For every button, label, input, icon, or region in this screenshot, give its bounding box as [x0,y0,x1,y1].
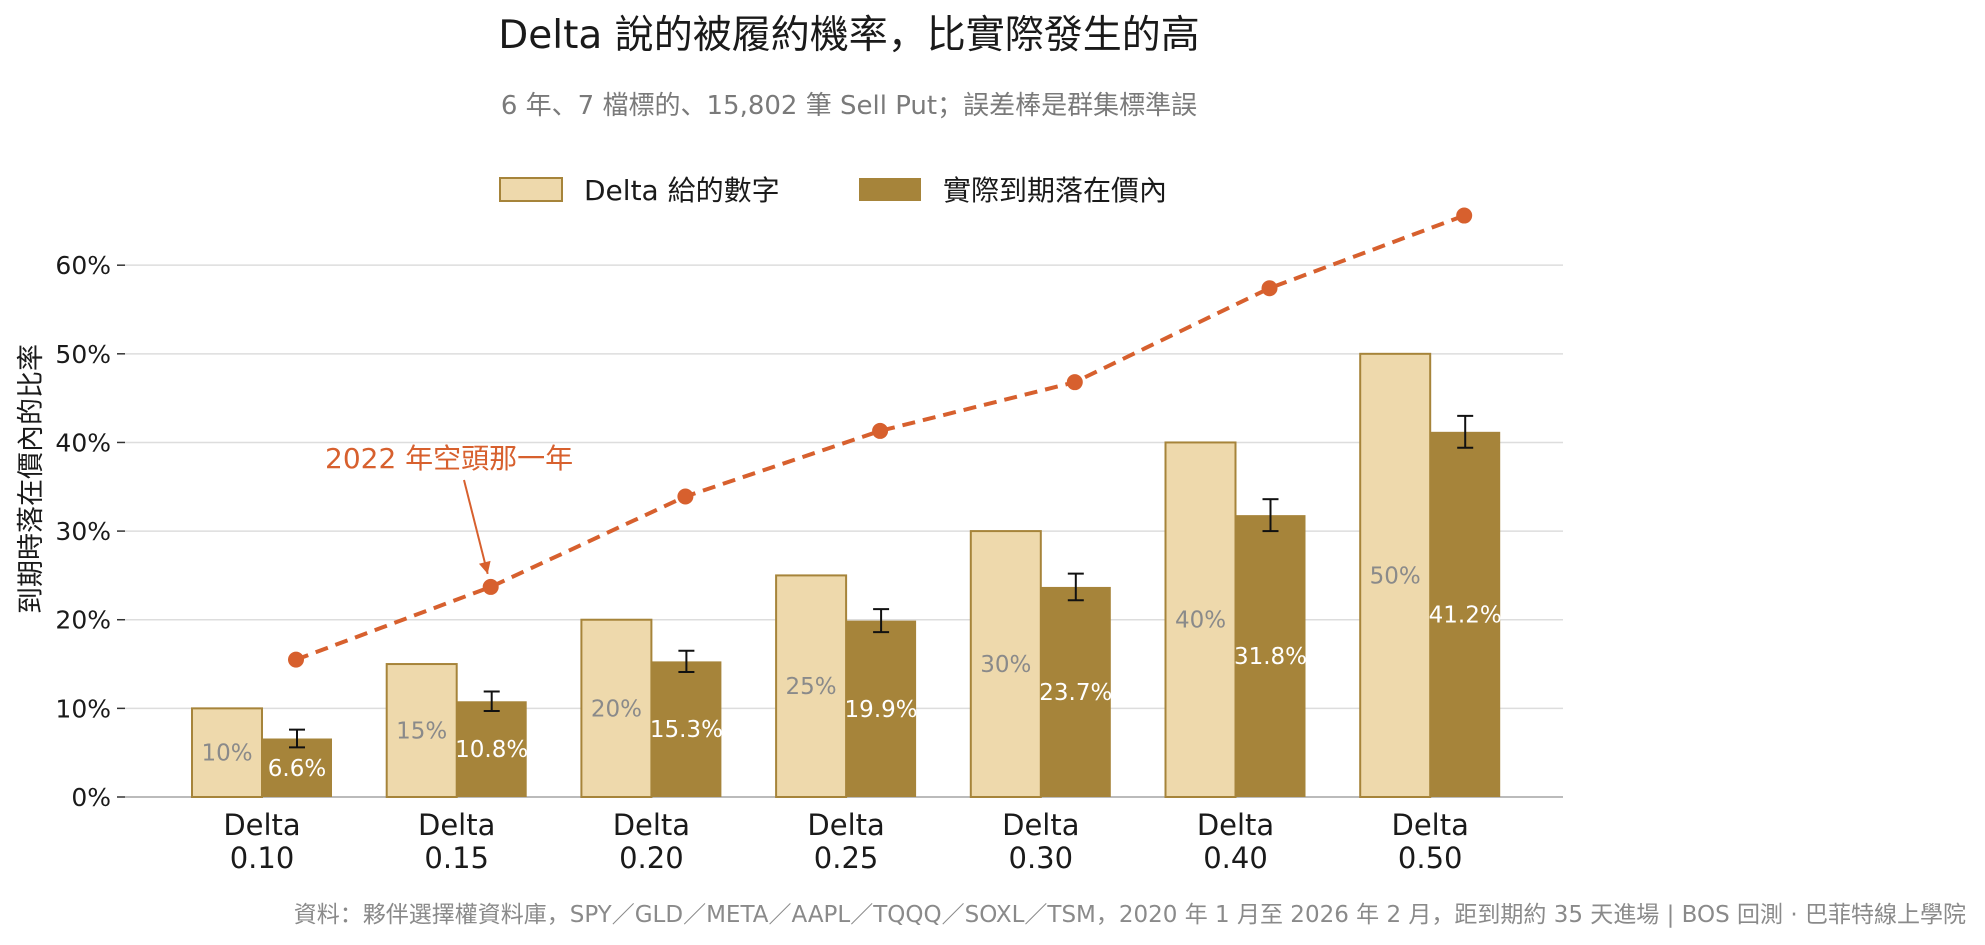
x-axis-ticks: Delta0.10Delta0.15Delta0.20Delta0.25Delt… [223,808,1469,875]
annotation: 2022 年空頭那一年 [325,442,573,575]
line-point-2022 [872,422,889,439]
data-label-delta: 15% [396,719,447,745]
bar-actual [651,661,722,797]
data-label-actual: 15.3% [650,717,723,743]
data-label-delta: 40% [1175,608,1226,634]
y-tick-label: 0% [71,783,111,812]
data-label-actual: 6.6% [268,756,326,782]
data-label-delta: 10% [201,741,252,767]
line-point-2022 [482,578,499,595]
legend-swatch-actual [859,178,921,201]
bar-actual [1430,431,1501,797]
y-axis-label: 到期時落在價內的比率 [16,344,47,614]
bar-delta [969,530,1042,798]
bar-delta [580,618,653,799]
y-tick-label: 50% [55,340,111,369]
legend-label-delta: Delta 給的數字 [584,174,780,207]
bar-actual [456,701,527,797]
data-label-delta: 50% [1370,563,1421,589]
x-tick-label: Delta [1392,808,1469,842]
line-point-2022 [677,488,694,505]
x-tick-label: 0.40 [1203,841,1268,875]
line-point-2022 [1066,374,1083,391]
data-label-delta: 25% [786,674,837,700]
chart-subtitle: 6 年、7 檔標的、15,802 筆 Sell Put；誤差棒是群集標準誤 [501,91,1197,121]
legend: Delta 給的數字 實際到期落在價內 [499,174,1167,207]
x-tick-label: Delta [223,808,300,842]
x-tick-label: Delta [418,808,495,842]
y-tick-label: 60% [55,251,111,280]
y-tick-label: 10% [55,694,111,723]
x-tick-label: 0.15 [424,841,489,875]
bar-delta [191,707,263,799]
data-label-actual: 19.9% [845,697,918,723]
x-tick-label: Delta [1197,808,1274,842]
data-label-actual: 10.8% [455,737,528,763]
x-tick-label: 0.20 [619,841,684,875]
annotation-arrowhead [478,560,491,574]
line-point-2022 [1261,280,1278,297]
x-tick-label: Delta [613,808,690,842]
data-label-actual: 31.8% [1234,644,1307,670]
y-tick-label: 30% [55,517,111,546]
x-tick-label: 0.10 [230,841,295,875]
bar-delta [385,663,458,799]
x-tick-label: 0.50 [1398,841,1463,875]
x-tick-label: 0.30 [1009,841,1074,875]
annotation-text: 2022 年空頭那一年 [325,442,573,475]
bar-actual [846,620,917,797]
bars-layer [191,352,1501,799]
source-note: 資料：夥伴選擇權資料庫，SPY／GLD／META／AAPL／TQQQ／SOXL／… [294,902,1966,928]
line-point-2022 [1456,207,1473,224]
y-tick-label: 40% [55,428,111,457]
legend-swatch-delta [499,177,563,202]
legend-label-actual: 實際到期落在價內 [943,174,1167,207]
x-tick-label: 0.25 [814,841,879,875]
bar-delta [775,574,848,799]
data-label-actual: 41.2% [1429,602,1502,628]
line-layer [288,207,1473,668]
bar-actual [1235,515,1306,797]
annotation-arrow [463,479,489,575]
y-tick-label: 20% [55,606,111,635]
labels-layer: 10% 6.6% 15% 10.8% 20% 15.3% 25% 19.9% 30% 23.7% 4… [201,563,1501,781]
chart-title: Delta 說的被履約機率，比實際發生的高 [498,13,1199,58]
data-label-delta: 20% [591,696,642,722]
data-label-delta: 30% [980,652,1031,678]
x-tick-label: Delta [807,808,884,842]
line-point-2022 [288,651,304,668]
data-label-actual: 23.7% [1039,680,1112,706]
x-tick-label: Delta [1002,808,1079,842]
bar-delta [1164,441,1237,798]
bar-actual [1040,586,1111,797]
